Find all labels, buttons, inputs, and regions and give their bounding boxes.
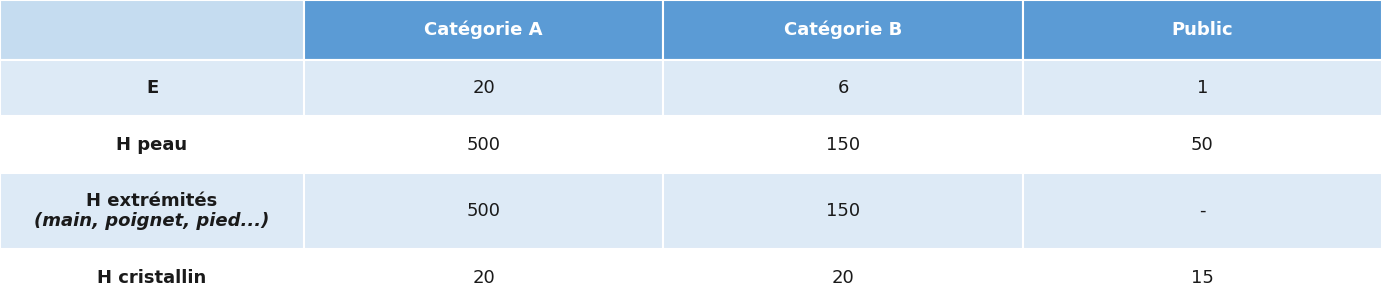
Text: E: E: [146, 79, 158, 97]
Text: 20: 20: [473, 79, 495, 97]
Text: -: -: [1200, 202, 1205, 220]
Text: 6: 6: [837, 79, 849, 97]
Text: 15: 15: [1191, 269, 1213, 287]
Bar: [663, 116, 1023, 173]
Bar: [1023, 249, 1382, 306]
Bar: [304, 173, 663, 249]
Text: Public: Public: [1172, 21, 1233, 39]
Bar: [0, 60, 304, 116]
Bar: [1023, 173, 1382, 249]
Text: 500: 500: [467, 136, 500, 154]
Text: 1: 1: [1197, 79, 1208, 97]
Bar: [1023, 0, 1382, 60]
Bar: [0, 0, 304, 60]
Bar: [0, 249, 304, 306]
Bar: [304, 249, 663, 306]
Bar: [663, 0, 1023, 60]
Text: Catégorie A: Catégorie A: [424, 21, 543, 39]
Bar: [1023, 60, 1382, 116]
Bar: [304, 0, 663, 60]
Text: 50: 50: [1191, 136, 1213, 154]
Text: (main, poignet, pied...): (main, poignet, pied...): [35, 212, 269, 230]
Text: 150: 150: [826, 202, 860, 220]
Bar: [663, 249, 1023, 306]
Text: Catégorie B: Catégorie B: [784, 21, 902, 39]
Bar: [0, 116, 304, 173]
Bar: [0, 173, 304, 249]
Bar: [304, 60, 663, 116]
Bar: [304, 116, 663, 173]
Bar: [663, 60, 1023, 116]
Text: H peau: H peau: [116, 136, 188, 154]
Text: H cristallin: H cristallin: [97, 269, 207, 287]
Bar: [663, 173, 1023, 249]
Bar: [1023, 116, 1382, 173]
Text: 20: 20: [473, 269, 495, 287]
Text: 500: 500: [467, 202, 500, 220]
Text: H extrémités: H extrémités: [87, 192, 217, 210]
Text: 20: 20: [832, 269, 854, 287]
Text: 150: 150: [826, 136, 860, 154]
